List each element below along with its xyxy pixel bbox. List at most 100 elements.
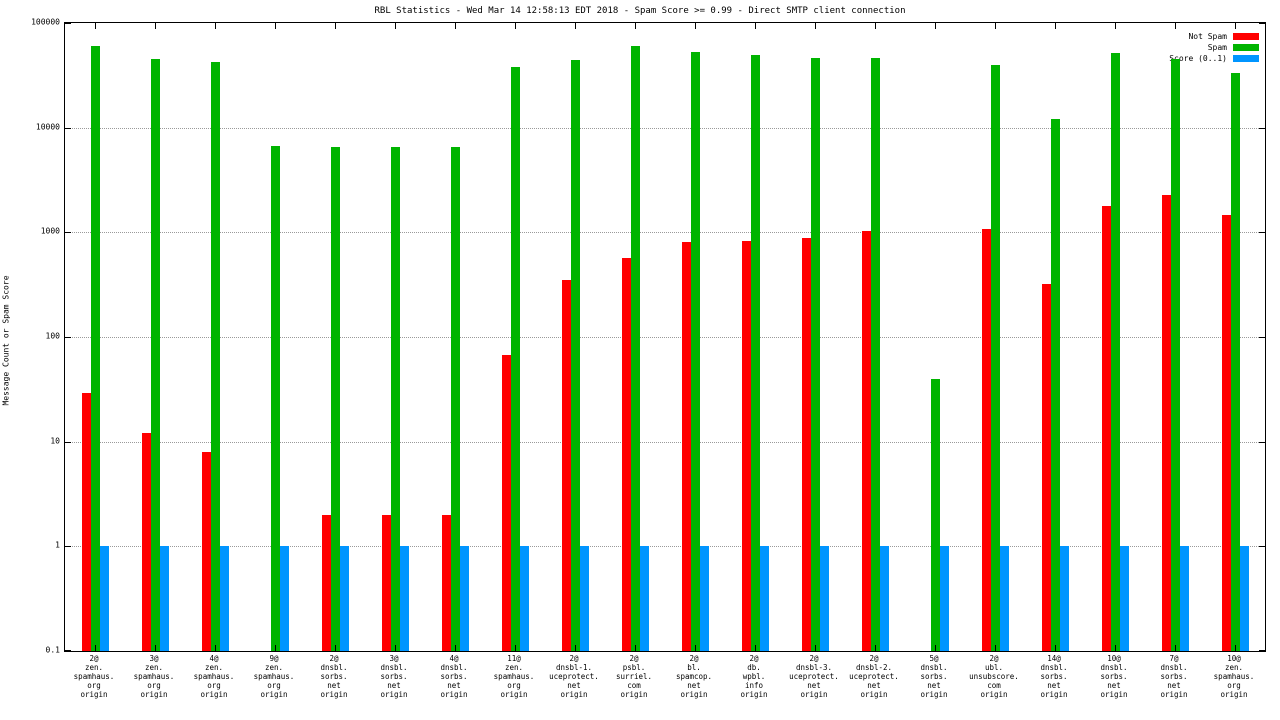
y-tick-label: 100 — [45, 331, 60, 341]
chart-title: RBL Statistics - Wed Mar 14 12:58:13 EDT… — [374, 6, 906, 16]
x-tick-mark — [275, 23, 276, 29]
bar-score-0-1- — [339, 546, 349, 651]
bar-spam — [1230, 73, 1240, 651]
legend-label: Not Spam — [1188, 32, 1227, 41]
y-tick-mark — [65, 441, 71, 443]
bar-score-0-1- — [699, 546, 709, 651]
bar-score-0-1- — [999, 546, 1009, 651]
legend-row-score-0-1-: Score (0..1) — [1169, 53, 1259, 64]
x-tick-mark — [695, 645, 696, 651]
legend-swatch — [1233, 55, 1259, 62]
x-tick-mark — [935, 645, 936, 651]
x-tick-mark — [1175, 23, 1176, 29]
x-tick-label: 2@ dnsbl-3. uceprotect. net origin — [789, 654, 839, 699]
gridline — [65, 127, 1265, 129]
x-tick-mark — [995, 645, 996, 651]
x-tick-mark — [575, 23, 576, 29]
y-tick-mark — [1259, 127, 1265, 129]
x-tick-mark — [575, 645, 576, 651]
x-tick-mark — [1235, 645, 1236, 651]
y-tick-mark — [1259, 23, 1265, 24]
x-tick-mark — [875, 645, 876, 651]
bar-spam — [750, 55, 760, 651]
plot-area: Not Spam Spam Score (0..1) — [64, 22, 1266, 652]
x-tick-label: 3@ zen. spamhaus. org origin — [133, 654, 175, 699]
x-tick-mark — [455, 645, 456, 651]
y-tick-mark — [65, 337, 71, 338]
legend-label: Spam — [1207, 43, 1227, 52]
bar-not-spam — [501, 354, 511, 651]
bar-spam — [330, 147, 340, 651]
bar-score-0-1- — [1239, 546, 1249, 651]
x-tick-mark — [515, 23, 516, 29]
bar-score-0-1- — [279, 546, 289, 651]
bar-spam — [1050, 119, 1060, 651]
bar-score-0-1- — [219, 546, 229, 651]
gridline — [65, 441, 1265, 443]
bar-not-spam — [681, 242, 691, 651]
x-tick-label: 4@ dnsbl. sorbs. net origin — [440, 654, 468, 699]
x-tick-label: 7@ dnsbl. sorbs. net origin — [1160, 654, 1188, 699]
x-tick-mark — [155, 645, 156, 651]
x-tick-mark — [95, 645, 96, 651]
y-tick-mark — [65, 546, 71, 548]
bar-spam — [510, 66, 520, 651]
x-tick-mark — [95, 23, 96, 29]
bar-spam — [390, 147, 400, 651]
x-tick-label: 2@ dnsbl. sorbs. net origin — [320, 654, 348, 699]
x-tick-label: 9@ zen. spamhaus. org origin — [253, 654, 295, 699]
bar-score-0-1- — [879, 546, 889, 651]
legend-label: Score (0..1) — [1169, 54, 1227, 63]
x-tick-mark — [455, 23, 456, 29]
x-tick-mark — [335, 645, 336, 651]
bar-not-spam — [141, 433, 151, 651]
y-tick-mark — [1259, 650, 1265, 651]
x-tick-label: 2@ psbl. surriel. com origin — [615, 654, 653, 699]
legend-row-spam: Spam — [1169, 42, 1259, 53]
y-tick-mark — [65, 650, 71, 651]
x-tick-mark — [1175, 645, 1176, 651]
y-tick-mark — [1259, 546, 1265, 548]
x-tick-label: 5@ dnsbl. sorbs. net origin — [920, 654, 948, 699]
x-tick-mark — [935, 23, 936, 29]
x-tick-label: 2@ dnsbl-1. uceprotect. net origin — [549, 654, 599, 699]
bar-spam — [810, 58, 820, 651]
x-tick-label: 2@ zen. spamhaus. org origin — [73, 654, 115, 699]
bar-spam — [270, 145, 280, 651]
x-tick-mark — [695, 23, 696, 29]
bar-score-0-1- — [159, 546, 169, 651]
bar-score-0-1- — [99, 546, 109, 651]
bar-not-spam — [441, 514, 451, 651]
x-tick-mark — [395, 23, 396, 29]
y-tick-mark — [1259, 232, 1265, 234]
x-tick-mark — [395, 645, 396, 651]
bar-score-0-1- — [399, 546, 409, 651]
x-tick-mark — [275, 645, 276, 651]
gridline — [65, 232, 1265, 234]
legend-swatch — [1233, 44, 1259, 51]
x-tick-mark — [515, 645, 516, 651]
y-tick-label: 10000 — [35, 122, 60, 132]
chart-legend: Not Spam Spam Score (0..1) — [1169, 31, 1259, 64]
bar-score-0-1- — [519, 546, 529, 651]
x-tick-mark — [815, 23, 816, 29]
legend-row-not-spam: Not Spam — [1169, 31, 1259, 42]
bar-spam — [990, 64, 1000, 651]
bar-spam — [1170, 59, 1180, 651]
x-tick-mark — [215, 645, 216, 651]
bar-spam — [630, 46, 640, 651]
bar-not-spam — [741, 240, 751, 651]
x-tick-label: 2@ db. wpbl. info origin — [740, 654, 768, 699]
bar-score-0-1- — [579, 546, 589, 651]
bar-spam — [450, 147, 460, 651]
bar-not-spam — [81, 393, 91, 651]
bar-not-spam — [321, 514, 331, 651]
x-tick-label: 4@ zen. spamhaus. org origin — [193, 654, 235, 699]
bar-not-spam — [561, 280, 571, 651]
bar-not-spam — [201, 451, 211, 651]
y-tick-mark — [1259, 441, 1265, 443]
bar-not-spam — [1161, 195, 1171, 651]
bar-not-spam — [861, 231, 871, 651]
y-tick-label: 1000 — [40, 226, 60, 236]
bar-spam — [150, 59, 160, 651]
